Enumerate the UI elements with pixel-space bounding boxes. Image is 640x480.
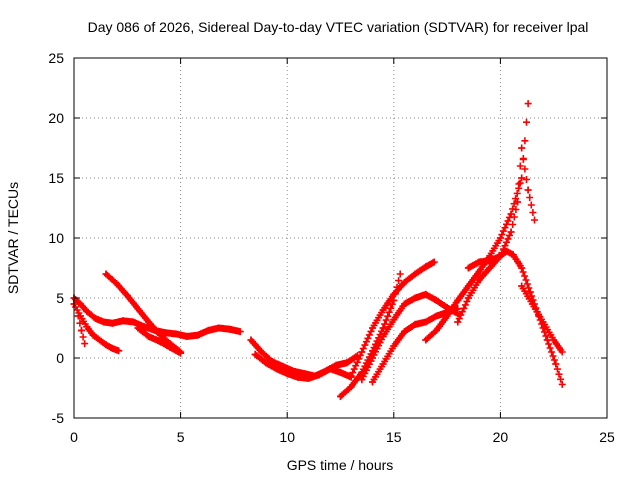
series-markers <box>74 312 87 341</box>
x-axis-label: GPS time / hours <box>287 457 394 473</box>
series-markers <box>337 277 403 400</box>
series-markers <box>347 259 437 380</box>
x-tick-label: 5 <box>177 429 185 445</box>
series-arc3 <box>74 312 89 348</box>
data-point <box>396 270 404 278</box>
grid-lines <box>74 58 607 418</box>
data-point <box>531 216 539 224</box>
series-arc1 <box>70 294 244 340</box>
series-markers <box>422 118 530 344</box>
series-markers <box>518 282 565 354</box>
series-markers <box>358 290 460 384</box>
data-point <box>558 380 566 388</box>
series-arc7 <box>251 350 355 382</box>
x-tick-label: 25 <box>599 429 615 445</box>
y-tick-label: -5 <box>52 410 65 426</box>
y-tick-label: 10 <box>48 230 64 246</box>
data-point <box>81 340 89 348</box>
y-tick-label: 25 <box>48 50 64 66</box>
series-arc5 <box>134 324 185 357</box>
y-tick-label: 20 <box>48 110 64 126</box>
series-markers <box>251 350 354 382</box>
x-tick-label: 15 <box>386 429 402 445</box>
y-tick-label: 0 <box>56 350 64 366</box>
series-markers <box>369 305 460 386</box>
x-tick-label: 20 <box>493 429 509 445</box>
x-tick-label: 0 <box>70 429 78 445</box>
series-arc9 <box>347 258 438 380</box>
series-arc8 <box>337 270 404 400</box>
x-tick-label: 10 <box>279 429 295 445</box>
y-tick-label: 15 <box>48 170 64 186</box>
series-arc11 <box>368 305 462 386</box>
data-series <box>70 100 566 400</box>
series-arc10 <box>358 290 462 384</box>
axis-ticks: 0 5 10 15 20 25 -5 0 5 10 15 20 25 <box>48 50 615 445</box>
y-tick-label: 5 <box>56 290 64 306</box>
data-point <box>524 100 532 108</box>
y-axis-label: SDTVAR / TECUs <box>5 182 21 294</box>
series-markers <box>134 324 183 356</box>
chart-title: Day 086 of 2026, Sidereal Day-to-day VTE… <box>88 19 589 35</box>
series-arc15 <box>518 282 566 356</box>
